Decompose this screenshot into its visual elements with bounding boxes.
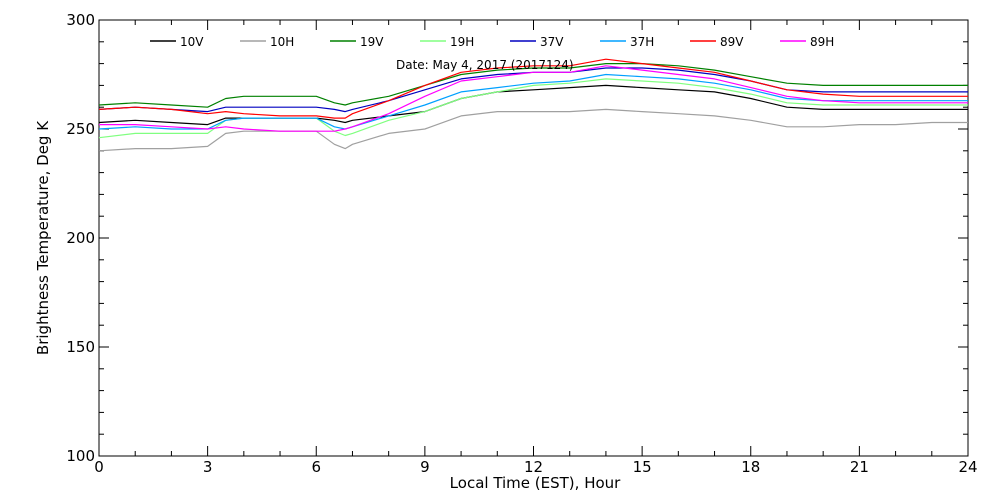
x-tick-label: 3 <box>203 458 213 476</box>
series-lines <box>98 58 968 152</box>
legend-label-10h: 10H <box>270 35 294 49</box>
y-axis-title: Brightness Temperature, Deg K <box>34 120 52 355</box>
x-tick-label: 12 <box>524 458 543 476</box>
axis-ticks <box>98 19 969 457</box>
x-tick-label: 6 <box>311 458 321 476</box>
series-line-10h <box>98 108 968 152</box>
legend-label-19v: 19V <box>360 35 384 49</box>
series-line-89v <box>98 58 968 119</box>
y-tick-label: 200 <box>66 229 95 247</box>
x-axis-title: Local Time (EST), Hour <box>450 474 621 492</box>
date-annotation: Date: May 4, 2017 (2017124) <box>396 58 574 72</box>
x-tick-label: 0 <box>94 458 104 476</box>
legend-label-37h: 37H <box>630 35 654 49</box>
y-tick-label: 150 <box>66 338 95 356</box>
series-line-19v <box>98 62 968 108</box>
legend-label-89v: 89V <box>720 35 744 49</box>
series-line-37h <box>98 73 968 130</box>
y-tick-label: 100 <box>66 447 95 465</box>
legend-label-10v: 10V <box>180 35 204 49</box>
x-tick-label: 24 <box>958 458 977 476</box>
legend-label-19h: 19H <box>450 35 474 49</box>
y-tick-label: 300 <box>66 11 95 29</box>
legend: 10V 10H 19V 19H 37V 37H 89V 89H <box>150 35 834 49</box>
series-line-19h <box>98 78 968 139</box>
x-tick-label: 21 <box>850 458 869 476</box>
series-line-37v <box>98 67 968 113</box>
legend-label-89h: 89H <box>810 35 834 49</box>
x-tick-label: 18 <box>741 458 760 476</box>
series-line-89h <box>99 65 968 132</box>
tick-labels: 0 3 6 9 12 15 18 21 24 100 150 200 250 300 <box>66 11 977 476</box>
legend-label-37v: 37V <box>540 35 564 49</box>
x-tick-label: 15 <box>633 458 652 476</box>
y-tick-label: 250 <box>66 120 95 138</box>
x-tick-label: 9 <box>420 458 430 476</box>
